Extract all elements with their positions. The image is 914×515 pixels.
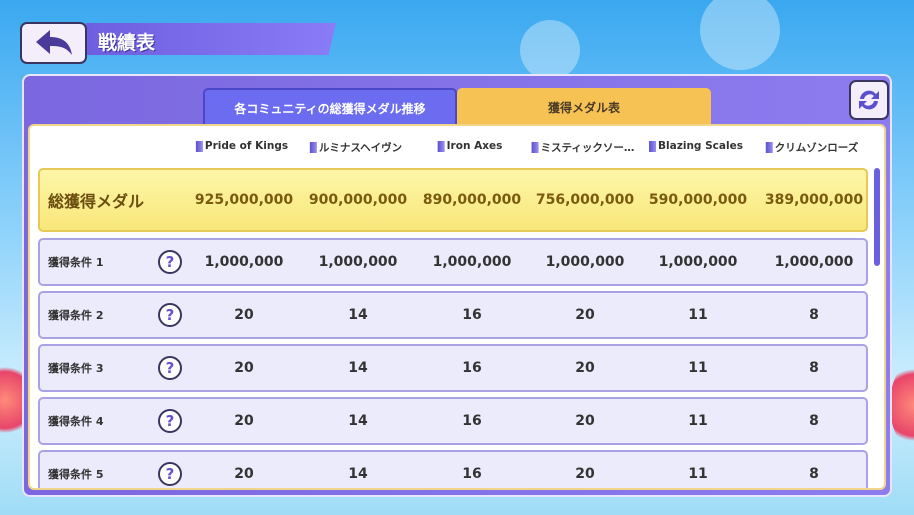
cell-value: 20 — [234, 307, 254, 323]
cell-value: 16 — [462, 413, 482, 429]
cell-value: 11 — [688, 360, 708, 376]
row-label: 獲得条件 4 — [48, 415, 104, 428]
community-name: Blazing Scales — [658, 140, 743, 152]
cell-value: 20 — [234, 360, 254, 376]
cell-value: 14 — [348, 307, 368, 323]
condition-row: 獲得条件 4? 20 14 16 20 11 8 — [38, 397, 868, 445]
cell-value: 8 — [809, 307, 819, 323]
flag-icon — [309, 142, 317, 153]
help-icon[interactable]: ? — [158, 250, 182, 274]
scrollbar[interactable] — [874, 168, 880, 266]
cell-value: 20 — [575, 360, 595, 376]
medal-panel: 各コミュニティの総獲得メダル推移 獲得メダル表 Pride of Kings ル… — [22, 74, 892, 497]
community-header: Pride of Kings — [195, 140, 289, 152]
cell-value: 389,000,000 — [764, 192, 864, 208]
cell-value: 14 — [348, 466, 368, 482]
cell-value: 14 — [348, 413, 368, 429]
row-label: 総獲得メダル — [48, 192, 145, 211]
row-label: 獲得条件 3 — [48, 362, 104, 375]
community-name: ミスティックソー… — [540, 142, 635, 154]
community-header: ルミナスヘイヴン — [309, 140, 403, 155]
cell-value: 20 — [575, 466, 595, 482]
help-icon[interactable]: ? — [158, 356, 182, 380]
community-header: ミスティックソー… — [531, 140, 635, 155]
cell-value: 756,000,000 — [535, 192, 635, 208]
cell-value: 925,000,000 — [194, 192, 294, 208]
community-header: クリムゾンローズ — [765, 140, 859, 155]
tab-medal-table[interactable]: 獲得メダル表 — [457, 88, 711, 127]
cell-value: 8 — [809, 413, 819, 429]
community-header: Iron Axes — [437, 140, 503, 152]
cell-value: 1,000,000 — [432, 254, 512, 270]
cell-value: 590,000,000 — [648, 192, 748, 208]
cell-value: 20 — [575, 413, 595, 429]
community-header: Blazing Scales — [649, 140, 743, 152]
community-name: Pride of Kings — [204, 140, 289, 152]
cell-value: 11 — [688, 307, 708, 323]
refresh-icon — [859, 90, 879, 110]
cell-value: 8 — [809, 466, 819, 482]
condition-row: 獲得条件 1? 1,000,000 1,000,000 1,000,000 1,000,… — [38, 238, 868, 286]
cell-value: 1,000,000 — [774, 254, 854, 270]
cell-value: 11 — [688, 413, 708, 429]
cell-value: 900,000,000 — [308, 192, 408, 208]
flag-icon — [649, 140, 657, 152]
condition-row: 獲得条件 2? 20 14 16 20 11 8 — [38, 291, 868, 339]
community-name: Iron Axes — [446, 140, 503, 152]
bokeh — [700, 0, 780, 70]
cell-value: 890,000,000 — [422, 192, 522, 208]
cell-value: 16 — [462, 360, 482, 376]
condition-row: 獲得条件 3? 20 14 16 20 11 8 — [38, 344, 868, 392]
medal-table: Pride of Kings ルミナスヘイヴン Iron Axes ミスティック… — [28, 124, 886, 490]
cell-value: 20 — [234, 413, 254, 429]
row-label: 獲得条件 2 — [48, 309, 104, 322]
cell-value: 1,000,000 — [658, 254, 738, 270]
back-button[interactable] — [20, 22, 87, 64]
help-icon[interactable]: ? — [158, 462, 182, 486]
bokeh — [520, 20, 580, 80]
cell-value: 1,000,000 — [204, 254, 284, 270]
flower-decoration — [890, 360, 914, 450]
cell-value: 16 — [462, 466, 482, 482]
community-name: クリムゾンローズ — [774, 142, 859, 154]
flag-icon — [437, 140, 445, 152]
flag-icon — [195, 140, 203, 152]
row-label: 獲得条件 1 — [48, 256, 104, 269]
cell-value: 11 — [688, 466, 708, 482]
total-medals-row: 総獲得メダル 925,000,000 900,000,000 890,000,0… — [38, 168, 868, 232]
refresh-button[interactable] — [849, 80, 889, 120]
row-label: 獲得条件 5 — [48, 468, 104, 481]
cell-value: 16 — [462, 307, 482, 323]
back-arrow-icon — [35, 30, 72, 55]
cell-value: 20 — [234, 466, 254, 482]
flag-icon — [531, 142, 539, 153]
cell-value: 20 — [575, 307, 595, 323]
page-title: 戦績表 — [86, 23, 336, 55]
cell-value: 14 — [348, 360, 368, 376]
flag-icon — [765, 142, 773, 153]
cell-value: 8 — [809, 360, 819, 376]
condition-row: 獲得条件 5? 20 14 16 20 11 8 — [38, 450, 868, 488]
tab-medal-trend[interactable]: 各コミュニティの総獲得メダル推移 — [203, 88, 457, 127]
help-icon[interactable]: ? — [158, 409, 182, 433]
help-icon[interactable]: ? — [158, 303, 182, 327]
cell-value: 1,000,000 — [545, 254, 625, 270]
community-name: ルミナスヘイヴン — [318, 142, 403, 154]
cell-value: 1,000,000 — [318, 254, 398, 270]
